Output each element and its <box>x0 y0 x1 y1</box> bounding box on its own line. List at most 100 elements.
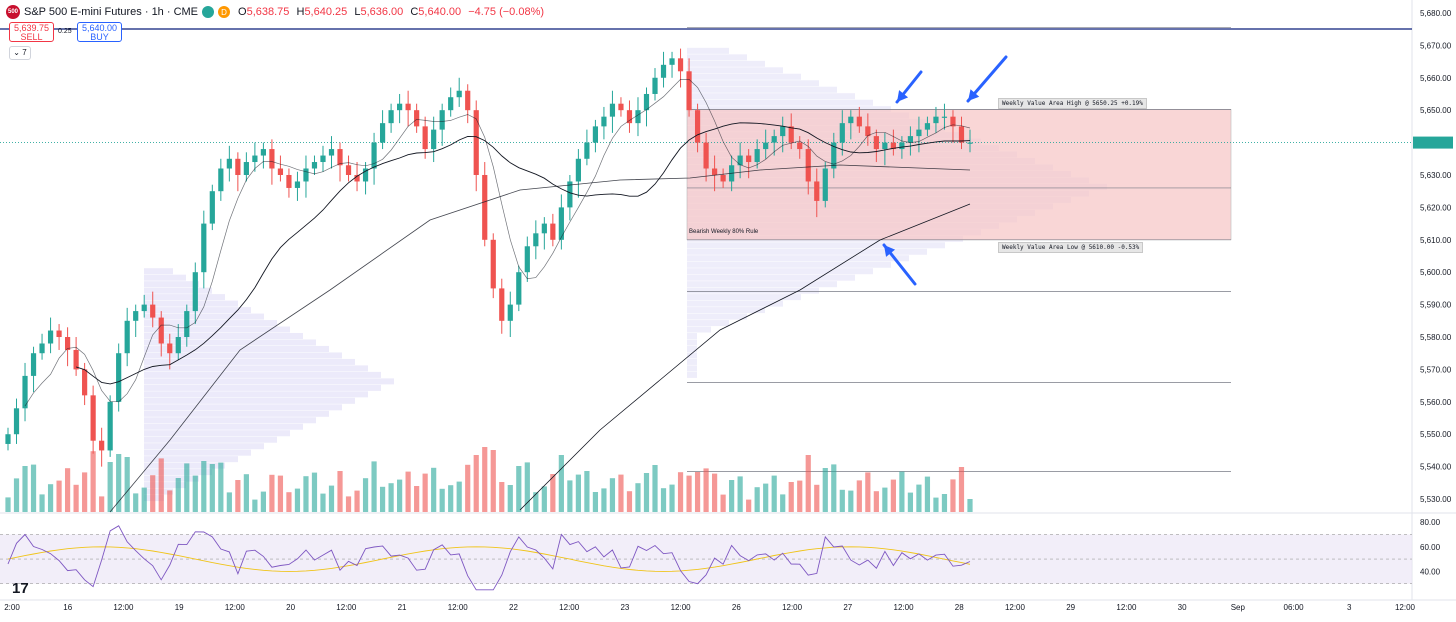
volume-bar <box>82 472 88 512</box>
volume-bar <box>328 485 335 512</box>
volume-bar <box>771 475 777 512</box>
time-tick-label: 12:00 <box>671 603 692 612</box>
volume-bar <box>609 478 616 512</box>
price-tick-label: 5,530.00 <box>1420 495 1452 504</box>
candle-body <box>848 116 854 124</box>
time-tick-label: 2:00 <box>4 603 20 612</box>
volume-bar <box>175 478 181 512</box>
candle-body <box>90 395 96 441</box>
volume-profile-bar <box>144 378 394 385</box>
volume-bar <box>311 472 318 512</box>
volume-bar <box>99 496 105 512</box>
arrow-up-head <box>884 245 896 257</box>
candle-body <box>958 126 965 143</box>
volume-profile-bar <box>687 313 747 320</box>
volume-profile-bar <box>687 268 873 275</box>
volume-profile-bar <box>144 456 238 463</box>
rule-label: Bearish Weekly 80% Rule <box>689 229 759 235</box>
buy-button[interactable]: 5,640.00 BUY <box>77 22 122 42</box>
candle-body <box>277 168 284 175</box>
sell-label: SELL <box>20 32 43 42</box>
volume-profile-bar <box>687 371 697 378</box>
indicators-toggle-button[interactable]: ⌄ 7 <box>9 46 31 60</box>
volume-profile-bar <box>144 287 212 294</box>
price-tick-label: 5,570.00 <box>1420 365 1452 374</box>
volume-bar <box>839 489 845 512</box>
volume-profile-bar <box>687 248 927 255</box>
volume-bar <box>626 491 633 512</box>
candle-body <box>482 174 488 240</box>
candle-body <box>856 116 862 127</box>
symbol-title[interactable]: S&P 500 E-mini Futures · 1h · CME <box>24 6 199 18</box>
time-tick-label: 12:00 <box>894 603 915 612</box>
candle-body <box>64 337 71 350</box>
candle-body <box>567 181 573 208</box>
candle-body <box>235 158 241 175</box>
volume-bar <box>635 483 641 512</box>
volume-bar <box>669 484 675 512</box>
volume-bar <box>788 482 794 512</box>
candle-body <box>524 246 530 273</box>
candle-body <box>686 71 692 111</box>
volume-profile-bar <box>144 300 238 307</box>
price-tick-label: 5,600.00 <box>1420 268 1452 277</box>
volume-bar <box>916 484 922 512</box>
volume-profile-bar <box>144 371 381 378</box>
volume-profile-bar <box>687 255 909 262</box>
price-tick-label: 5,620.00 <box>1420 203 1452 212</box>
volume-profile-bar <box>144 268 173 275</box>
volume-profile-bar <box>687 80 819 87</box>
candle-body <box>609 103 616 117</box>
volume-bar <box>64 468 71 512</box>
time-tick-label: 12:00 <box>225 603 246 612</box>
volume-bar <box>541 486 547 512</box>
candle-body <box>899 142 905 150</box>
time-tick-label: 29 <box>1066 603 1075 612</box>
time-tick-label: 12:00 <box>1005 603 1026 612</box>
volume-bar <box>252 499 258 512</box>
candle-body <box>797 142 803 150</box>
candle-body <box>788 126 794 143</box>
candle-body <box>805 149 811 182</box>
price-tick-label: 5,550.00 <box>1420 430 1452 439</box>
volume-bar <box>379 486 386 512</box>
volume-profile-bar <box>687 261 891 268</box>
volume-profile-bar <box>687 93 855 100</box>
candle-body <box>13 408 20 435</box>
volume-profile-bar <box>687 281 837 288</box>
volume-profile-bar <box>144 423 303 430</box>
volume-bar <box>677 472 684 512</box>
volume-bar <box>737 476 743 512</box>
volume-profile-bar <box>687 54 747 61</box>
volume-bar <box>507 485 513 512</box>
candle-body <box>550 223 556 240</box>
time-tick-label: Sep <box>1231 603 1246 612</box>
ma-long-line <box>109 164 971 513</box>
volume-profile-bar <box>144 430 290 437</box>
volume-bar <box>907 492 914 512</box>
volume-profile-bar <box>687 67 783 74</box>
volume-bar <box>763 483 769 512</box>
time-tick-label: 19 <box>175 603 184 612</box>
volume-bar <box>218 462 224 512</box>
candle-body <box>56 330 62 338</box>
volume-profile-bar <box>144 352 342 359</box>
price-tick-label: 5,660.00 <box>1420 74 1452 83</box>
volume-bar <box>652 465 658 512</box>
candle-body <box>379 123 386 143</box>
sell-button[interactable]: 5,639.75 SELL <box>9 22 54 42</box>
price-tick-label: 5,670.00 <box>1420 41 1452 50</box>
volume-profile-bar <box>144 469 212 476</box>
candle-body <box>814 181 820 201</box>
candle-body <box>865 126 871 137</box>
candle-body <box>924 123 931 130</box>
volume-profile-bar <box>687 365 697 372</box>
candle-body <box>209 191 215 224</box>
volume-bar <box>814 484 820 512</box>
candle-body <box>669 58 675 65</box>
candle-body <box>660 64 667 78</box>
candle-body <box>950 116 956 127</box>
candle-body <box>456 90 462 98</box>
volume-bar <box>873 491 879 512</box>
